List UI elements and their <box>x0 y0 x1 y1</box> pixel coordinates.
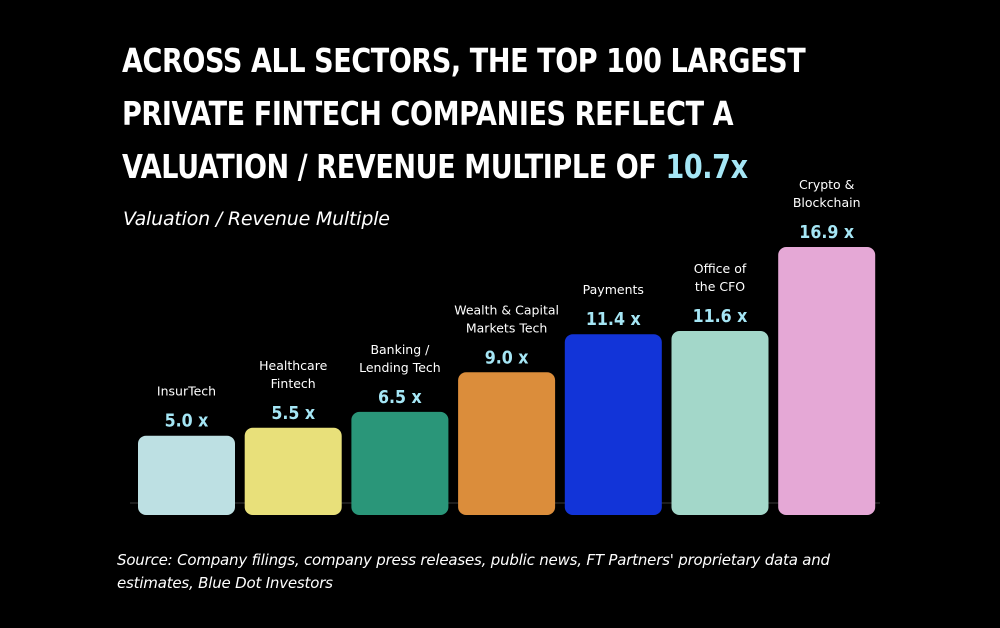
chart-subtitle: Valuation / Revenue Multiple <box>123 208 390 230</box>
category-label-5-line-1: the CFO <box>695 279 745 294</box>
value-label-3: 9.0 x <box>485 346 529 367</box>
value-label-4: 11.4 x <box>586 308 641 329</box>
category-label-1-line-1: Fintech <box>271 376 316 391</box>
bar-4 <box>564 334 662 515</box>
category-label-5-line-0: Office of <box>694 261 747 276</box>
bar-6 <box>778 247 876 515</box>
bar-1 <box>244 427 342 515</box>
bar-3 <box>458 372 556 515</box>
category-label-6-line-1: Blockchain <box>793 195 861 210</box>
value-label-6: 16.9 x <box>799 221 854 242</box>
category-label-3-line-0: Wealth & Capital <box>454 302 559 317</box>
category-label-4-line-0: Payments <box>583 282 644 297</box>
category-label-0-line-0: InsurTech <box>157 384 216 399</box>
value-label-1: 5.5 x <box>271 402 315 423</box>
category-label-3-line-1: Markets Tech <box>466 320 547 335</box>
chart-title: ACROSS ALL SECTORS, THE TOP 100 LARGEST P… <box>122 34 806 193</box>
title-highlight-multiple: 10.7x <box>665 147 748 186</box>
value-label-5: 11.6 x <box>693 305 748 326</box>
source-note: Source: Company filings, company press r… <box>117 551 830 592</box>
category-label-2-line-0: Banking / <box>370 342 430 357</box>
value-label-0: 5.0 x <box>165 410 209 431</box>
title-line-2: PRIVATE FINTECH COMPANIES REFLECT A <box>122 94 734 133</box>
category-label-1-line-0: Healthcare <box>259 358 327 373</box>
value-label-2: 6.5 x <box>378 386 422 407</box>
title-line-3: VALUATION / REVENUE MULTIPLE OF <box>122 147 666 186</box>
bar-0 <box>138 435 235 515</box>
bar-5 <box>671 331 769 515</box>
category-label-2-line-1: Lending Tech <box>359 360 441 375</box>
bar-2 <box>351 411 449 515</box>
category-label-6-line-0: Crypto & <box>799 177 855 192</box>
title-line-1: ACROSS ALL SECTORS, THE TOP 100 LARGEST <box>122 41 806 80</box>
